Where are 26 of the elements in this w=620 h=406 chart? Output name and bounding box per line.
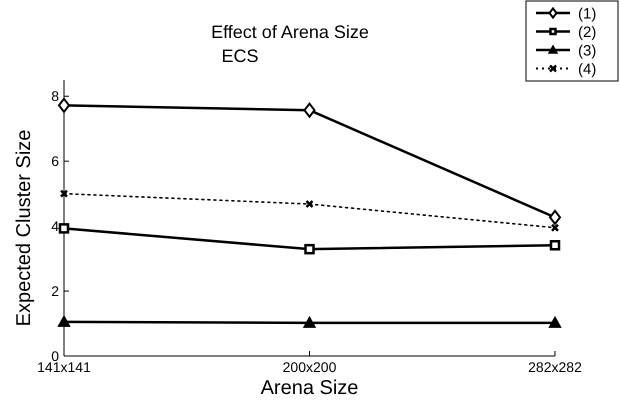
legend-label: (2) — [578, 24, 596, 41]
point — [305, 200, 314, 208]
x-tick-label: 200x200 — [282, 359, 337, 375]
point — [549, 316, 561, 328]
y-tick-label: 2 — [51, 282, 60, 299]
x-tick-label: 282x282 — [528, 359, 582, 375]
y-tick-label: 6 — [51, 153, 60, 170]
point — [550, 223, 560, 232]
y-tick-label: 8 — [51, 88, 60, 104]
x-axis-title: Arena Size — [260, 377, 358, 399]
point — [60, 189, 68, 198]
y-axis-title: Expected Cluster Size — [13, 130, 35, 326]
point — [58, 223, 70, 234]
point — [304, 244, 315, 254]
chart-subtitle: ECS — [221, 46, 259, 66]
point — [58, 316, 70, 327]
point — [304, 316, 316, 328]
legend-label: (4) — [578, 60, 596, 78]
legend-label: (1) — [578, 5, 596, 22]
chart-title: Effect of Arena Size — [211, 22, 369, 42]
point — [549, 210, 561, 225]
point — [304, 102, 316, 118]
y-tick-label: 4 — [51, 218, 60, 234]
point — [58, 98, 70, 113]
point — [550, 240, 560, 251]
legend-label: (3) — [578, 42, 596, 60]
